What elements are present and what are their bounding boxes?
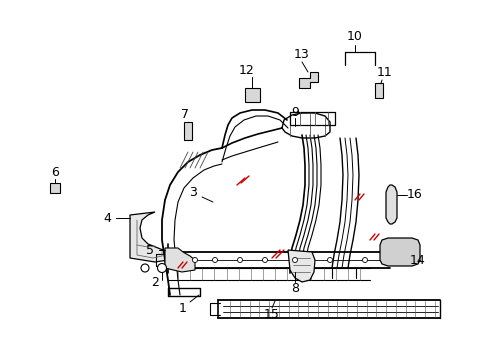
Circle shape xyxy=(157,264,166,273)
Polygon shape xyxy=(50,183,60,193)
Text: 4: 4 xyxy=(103,211,111,225)
Polygon shape xyxy=(130,212,168,262)
Text: 3: 3 xyxy=(189,186,197,199)
Text: 6: 6 xyxy=(51,166,59,179)
Circle shape xyxy=(362,257,367,262)
Text: 8: 8 xyxy=(290,282,298,294)
Circle shape xyxy=(292,257,297,262)
Text: 7: 7 xyxy=(181,108,189,122)
Circle shape xyxy=(327,257,332,262)
Text: 16: 16 xyxy=(407,189,422,202)
Text: 15: 15 xyxy=(264,309,279,321)
Text: 9: 9 xyxy=(290,105,298,118)
Text: 14: 14 xyxy=(409,253,425,266)
Text: 1: 1 xyxy=(179,302,186,315)
Text: 11: 11 xyxy=(376,66,392,78)
Polygon shape xyxy=(287,250,314,282)
Text: 5: 5 xyxy=(146,243,154,256)
Polygon shape xyxy=(379,238,419,266)
Circle shape xyxy=(212,257,217,262)
Circle shape xyxy=(237,257,242,262)
Polygon shape xyxy=(374,83,382,98)
Circle shape xyxy=(141,264,149,272)
Circle shape xyxy=(192,257,197,262)
Polygon shape xyxy=(183,122,192,140)
Text: 13: 13 xyxy=(293,49,309,62)
Text: 12: 12 xyxy=(239,63,254,77)
Polygon shape xyxy=(385,185,396,224)
Text: 10: 10 xyxy=(346,31,362,44)
Polygon shape xyxy=(244,88,260,102)
Polygon shape xyxy=(298,72,317,88)
Circle shape xyxy=(262,257,267,262)
Text: 2: 2 xyxy=(151,275,159,288)
Polygon shape xyxy=(164,248,195,272)
